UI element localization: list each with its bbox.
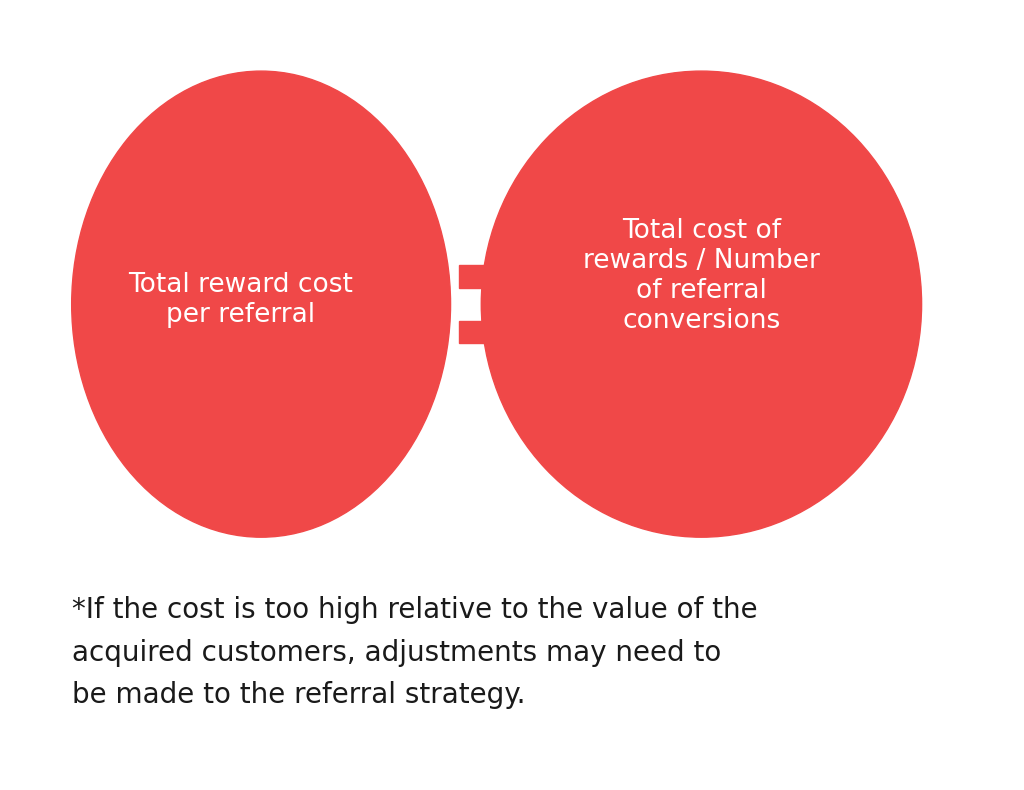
Text: *If the cost is too high relative to the value of the
acquired customers, adjust: *If the cost is too high relative to the…: [72, 596, 758, 709]
Text: Total reward cost
per referral: Total reward cost per referral: [128, 273, 353, 328]
FancyBboxPatch shape: [459, 321, 508, 343]
FancyBboxPatch shape: [459, 265, 508, 288]
Ellipse shape: [481, 71, 922, 537]
Ellipse shape: [72, 71, 451, 537]
Text: Total cost of
rewards / Number
of referral
conversions: Total cost of rewards / Number of referr…: [583, 219, 820, 334]
